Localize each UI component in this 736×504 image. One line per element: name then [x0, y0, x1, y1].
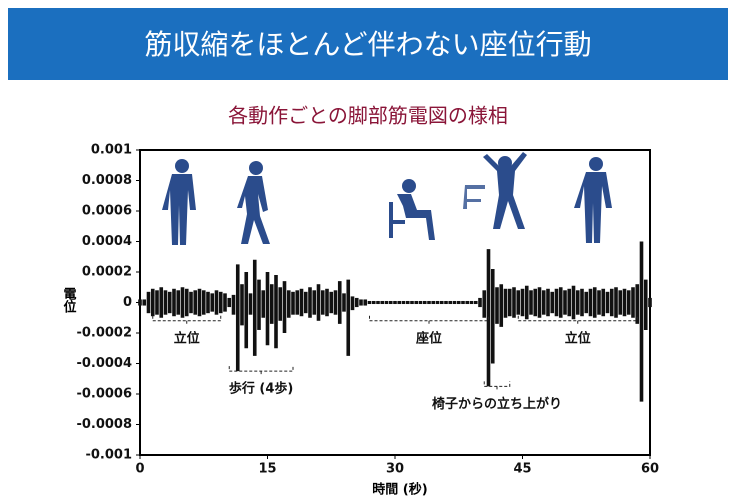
y-tick-label: -0.0008: [76, 417, 132, 432]
bracket: [228, 366, 294, 377]
x-tick-label: 30: [386, 462, 404, 477]
y-tick-label: 0.0004: [82, 234, 132, 249]
x-tick-label: 45: [513, 462, 531, 477]
y-tick-label: 0.0006: [82, 204, 132, 219]
bracket: [369, 315, 489, 326]
silhouettes: [162, 152, 612, 245]
x-tick-label: 0: [135, 462, 144, 477]
y-tick-label: 0.001: [91, 143, 132, 158]
y-tick-label: -0.0006: [76, 387, 132, 402]
chart-title: 各動作ごとの脚部筋電図の様相: [228, 104, 508, 128]
y-tick-label: -0.0002: [76, 326, 132, 341]
header-title: 筋収縮をほとんど伴わない座位行動: [144, 28, 591, 61]
y-axis-label: 電位: [61, 287, 77, 314]
x-tick-label: 15: [258, 462, 276, 477]
annotation-label: 椅子からの立ち上がり: [432, 396, 562, 412]
x-tick-label: 60: [641, 462, 659, 477]
annotation-label: 立位: [174, 330, 200, 346]
y-tick-label: -0.0004: [76, 356, 132, 371]
bracket: [152, 315, 222, 326]
y-tick-label: 0.0008: [82, 173, 132, 188]
y-tick-label: 0.0002: [82, 265, 132, 280]
x-axis-label: 時間 (秒): [372, 482, 427, 498]
annotation-label: 座位: [415, 330, 442, 346]
bracket: [517, 315, 638, 326]
y-tick-label: 0: [123, 295, 132, 310]
header-bar: [8, 8, 728, 80]
annotation-label: 歩行 (4歩): [229, 381, 293, 397]
annotation-label: 立位: [565, 330, 591, 346]
bracket: [483, 381, 511, 392]
y-tick-label: -0.001: [85, 448, 132, 463]
